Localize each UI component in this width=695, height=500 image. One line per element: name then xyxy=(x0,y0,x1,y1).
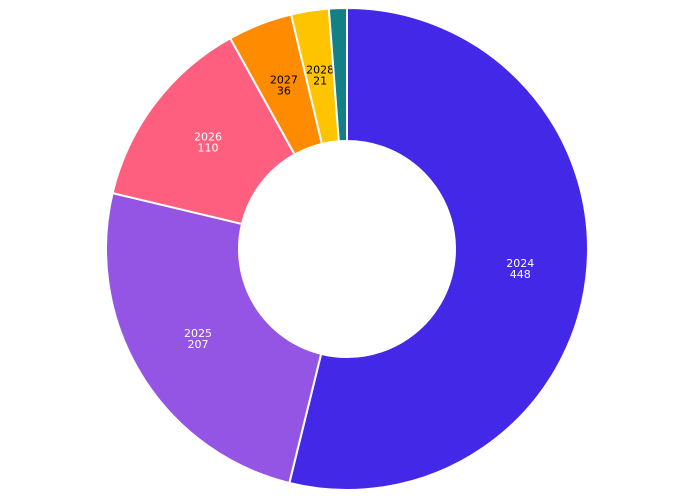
slice-value-label: 36 xyxy=(277,84,291,97)
slice-category-label: 2024 xyxy=(506,257,534,270)
slice-value-label: 448 xyxy=(510,268,531,281)
slice-category-label: 2028 xyxy=(306,64,334,77)
slice-category-label: 2025 xyxy=(184,327,212,340)
slice-category-label: 2026 xyxy=(194,130,222,143)
slice xyxy=(105,191,323,485)
slice xyxy=(111,36,297,226)
slice-value-label: 21 xyxy=(313,75,327,88)
slice-category-label: 2027 xyxy=(270,73,298,86)
slice xyxy=(327,6,348,143)
slice-value-label: 207 xyxy=(188,338,209,351)
slice-value-label: 110 xyxy=(198,141,219,154)
slice xyxy=(288,6,589,491)
